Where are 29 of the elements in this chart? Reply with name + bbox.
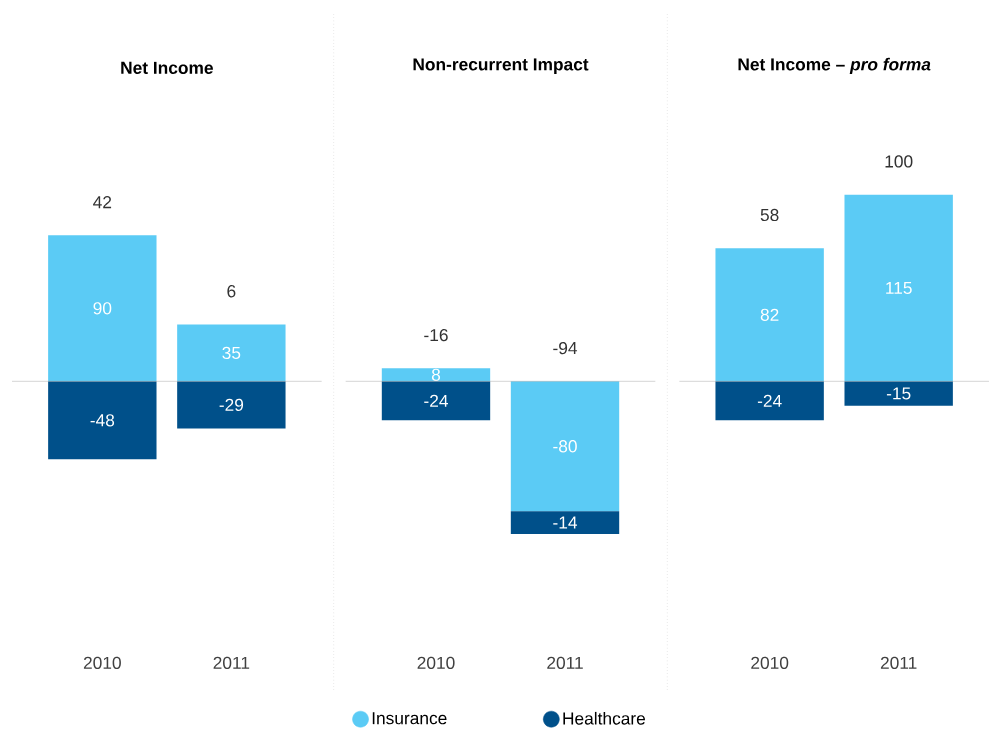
data-label: -24 (424, 394, 449, 407)
legend-label: Healthcare (563, 711, 646, 725)
data-label: -15 (886, 387, 911, 400)
total-label: 42 (93, 196, 112, 209)
total-label: 100 (885, 155, 913, 168)
x-tick-label: 2011 (213, 656, 250, 669)
data-label: 90 (93, 302, 112, 315)
data-label: -80 (553, 440, 577, 453)
data-label: 82 (760, 308, 779, 321)
x-tick-label: 2010 (83, 656, 121, 669)
chart-title: Net Income – pro forma (738, 57, 931, 74)
data-label: -48 (90, 414, 115, 427)
data-label: -14 (553, 516, 578, 529)
x-tick-label: 2011 (880, 656, 917, 669)
data-label: 8 (431, 368, 441, 381)
x-tick-label: 2010 (417, 656, 455, 669)
x-tick-label: 2010 (751, 656, 789, 669)
total-label: 58 (760, 208, 779, 222)
chart-title: Non-recurrent Impact (413, 58, 589, 74)
x-tick-label: 2011 (547, 656, 583, 669)
total-label: 6 (227, 285, 236, 298)
legend-label: Insurance (372, 712, 447, 725)
chart-title: Net Income (121, 61, 213, 74)
data-label: -29 (219, 398, 244, 411)
data-label: 35 (222, 346, 241, 360)
data-label: -24 (757, 394, 782, 407)
total-label: -94 (553, 341, 578, 355)
total-label: -16 (424, 328, 448, 342)
data-label: 115 (886, 281, 912, 295)
